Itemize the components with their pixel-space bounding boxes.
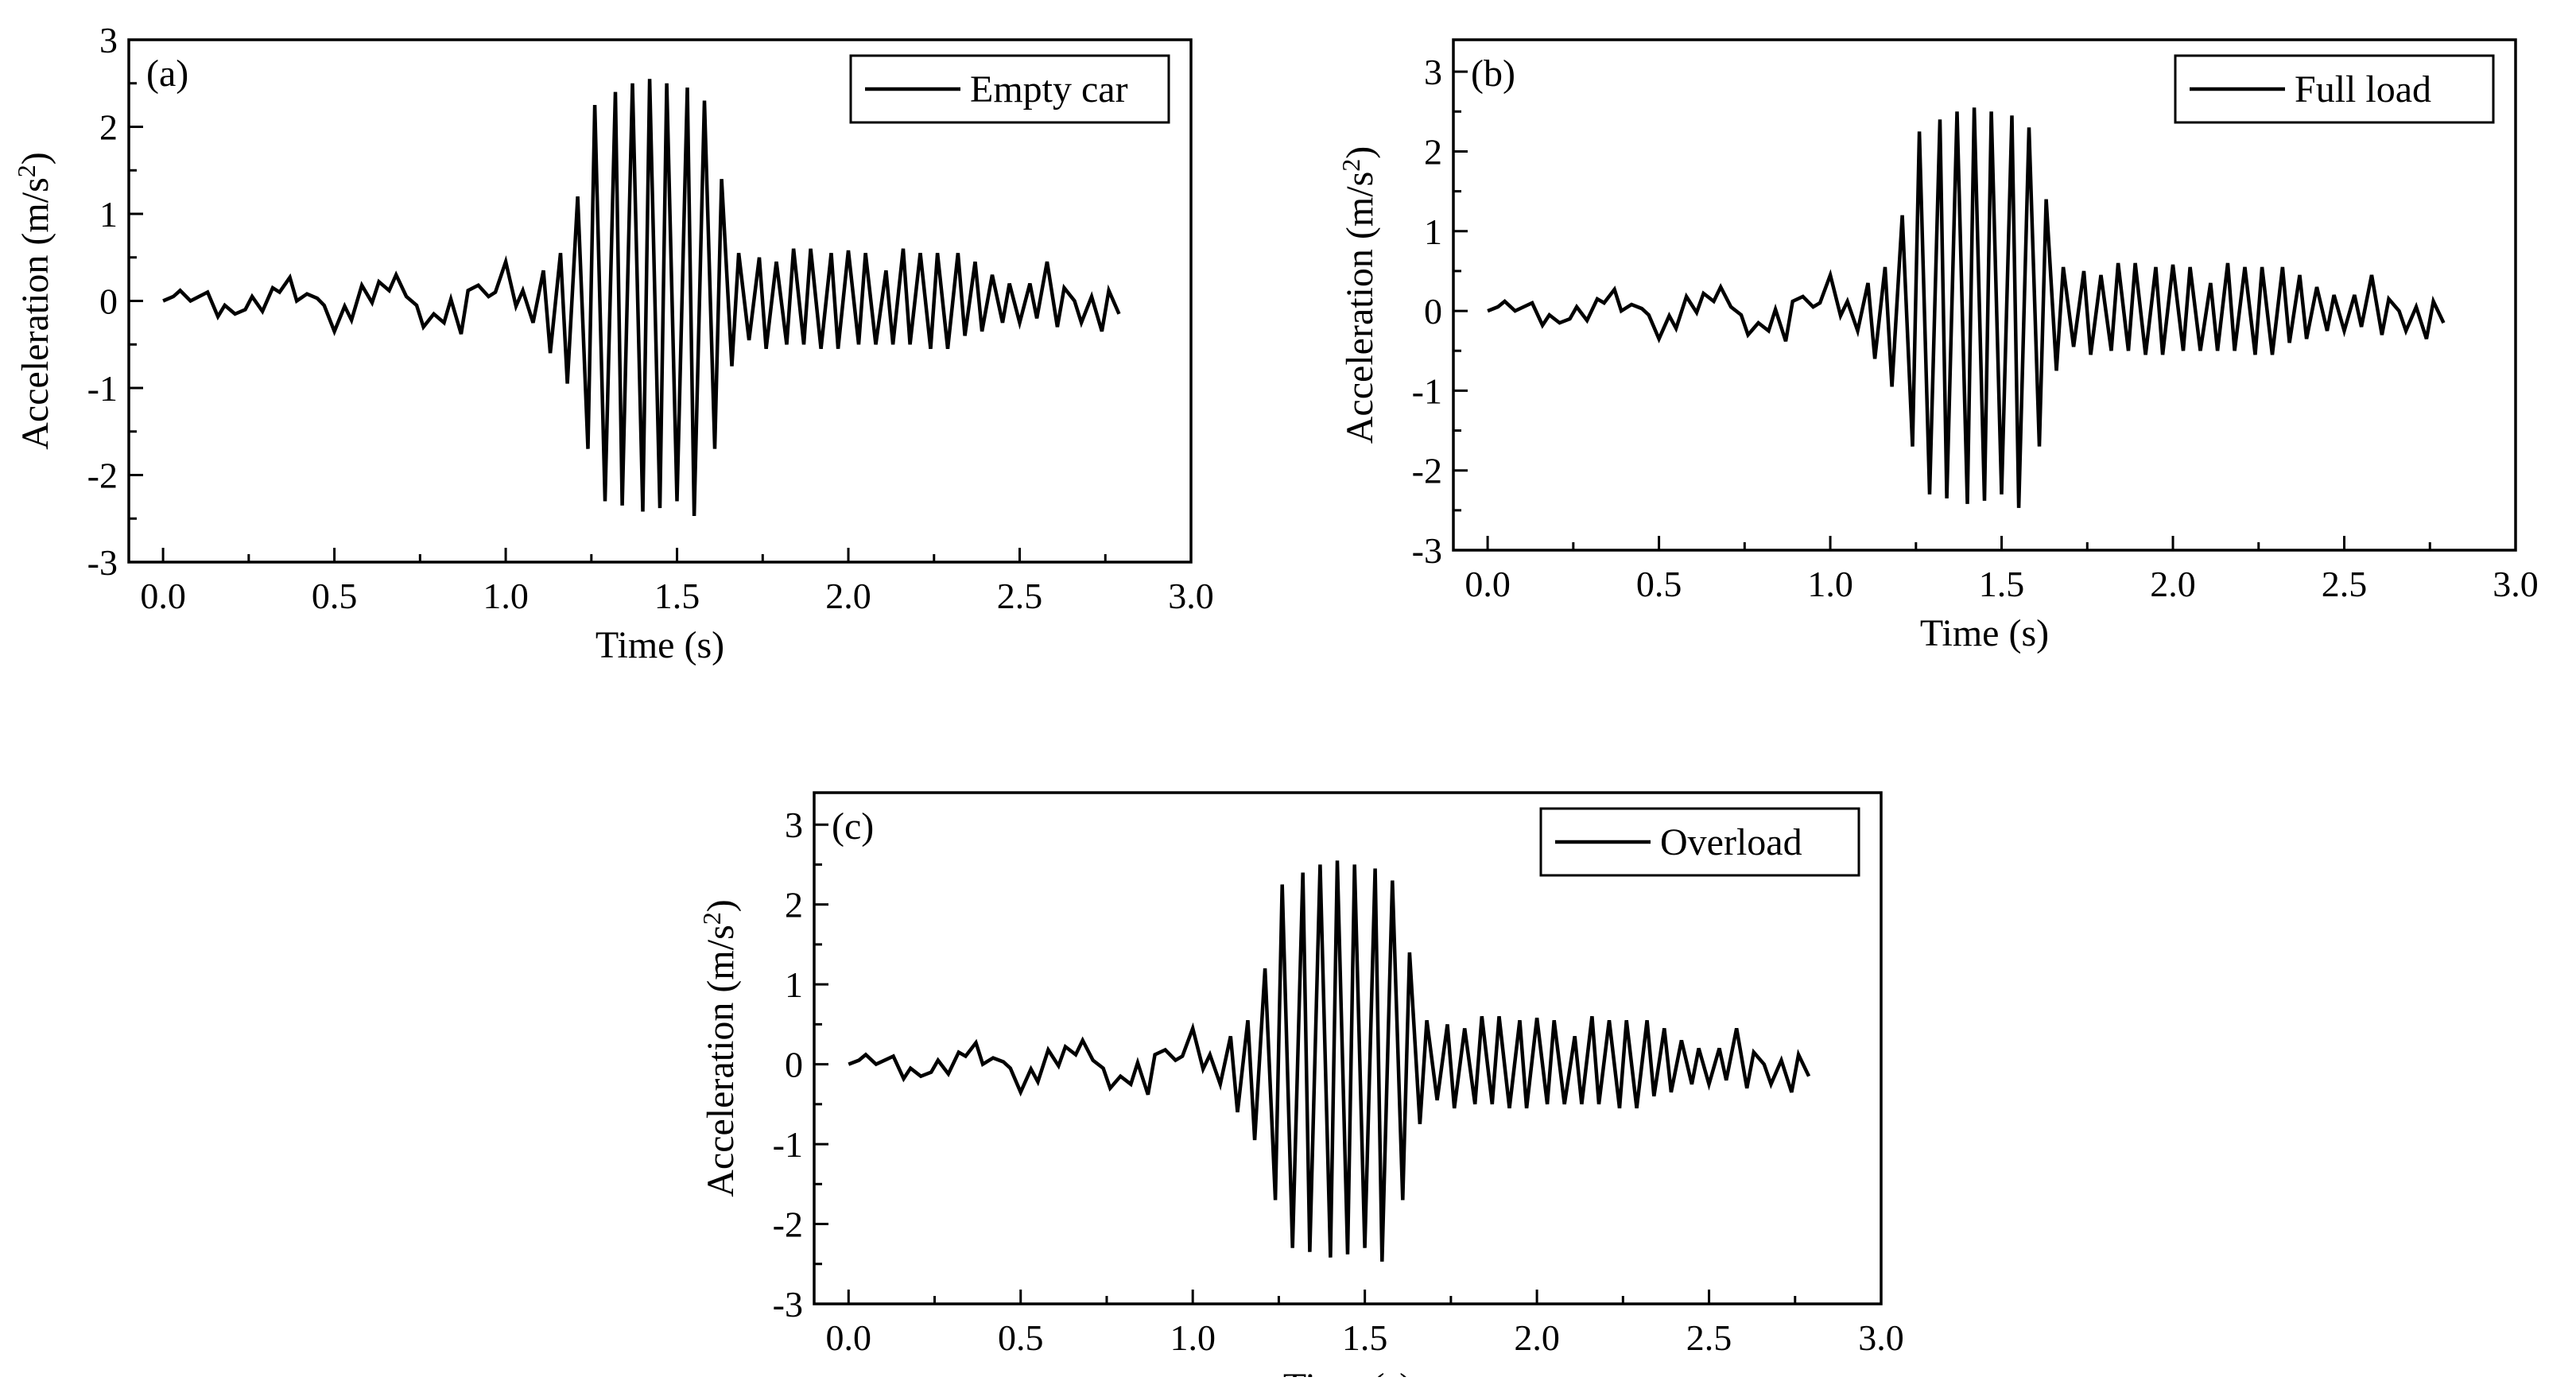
- legend-box: [849, 54, 1170, 124]
- x-tick-label: 2.0: [1514, 1317, 1560, 1358]
- y-tick-label: -3: [1412, 530, 1442, 571]
- y-tick-label: 3: [1424, 52, 1442, 92]
- x-axis-title: Time (s): [596, 624, 724, 666]
- x-tick-label: 2.5: [2322, 564, 2368, 604]
- x-tick-label: 2.0: [2150, 564, 2196, 604]
- panel-label: (b): [1471, 52, 1515, 95]
- y-tick-label: 1: [785, 964, 803, 1005]
- y-axis-title: Acceleration (m/s2): [1336, 146, 1381, 444]
- y-tick-label: 1: [99, 194, 118, 235]
- y-tick-label: -1: [87, 368, 118, 409]
- y-axis-title: Acceleration (m/s2): [12, 152, 56, 450]
- x-tick-label: 1.0: [483, 576, 529, 616]
- x-tick-label: 1.0: [1170, 1317, 1216, 1358]
- y-tick-label: -2: [1412, 451, 1442, 491]
- y-axis-title: Acceleration (m/s2): [697, 899, 742, 1197]
- x-tick-label: 0.5: [1636, 564, 1682, 604]
- y-tick-label: -1: [773, 1124, 803, 1165]
- y-tick-label: -2: [87, 456, 118, 496]
- series-line: [1487, 107, 2446, 508]
- x-tick-label: 1.0: [1807, 564, 1853, 604]
- x-axis-title: Time (s): [1283, 1366, 1412, 1377]
- y-tick-label: 1: [1424, 211, 1442, 252]
- x-tick-label: 1.5: [1342, 1317, 1388, 1358]
- legend: Full load: [2174, 54, 2495, 124]
- y-tick-label: 0: [99, 281, 118, 322]
- x-tick-label: 3.0: [2493, 564, 2539, 604]
- y-tick-label: -3: [773, 1284, 803, 1325]
- y-tick-label: 2: [99, 107, 118, 148]
- y-tick-label: 0: [1424, 291, 1442, 332]
- legend-label: Full load: [2295, 68, 2431, 111]
- y-tick-label: 3: [99, 20, 118, 60]
- legend-label: Overload: [1660, 821, 1802, 863]
- x-tick-label: 0.5: [312, 576, 358, 616]
- y-tick-label: -3: [87, 542, 118, 583]
- y-tick-label: 3: [785, 805, 803, 845]
- x-tick-label: 1.5: [1979, 564, 2025, 604]
- panel-label: (a): [146, 52, 188, 95]
- series-line: [848, 860, 1811, 1262]
- x-tick-label: 3.0: [1168, 576, 1214, 616]
- y-tick-label: 2: [1424, 131, 1442, 172]
- x-tick-label: 0.0: [140, 576, 186, 616]
- chart-panel-a: 0.0 0.5 1.0 1.5 2.0 2.5 3.0 -3 -2 -1 0 1 2 3 Time (s) A…: [12, 20, 1214, 666]
- x-tick-label: 0.0: [1465, 564, 1511, 604]
- y-tick-label: -1: [1412, 370, 1442, 411]
- plot-frame: [1452, 38, 2517, 552]
- panel-label: (c): [832, 805, 874, 848]
- x-tick-label: 0.0: [826, 1317, 872, 1358]
- y-tick-label: 0: [785, 1045, 803, 1085]
- chart-panel-b: 0.0 0.5 1.0 1.5 2.0 2.5 3.0 -3 -2 -1 0 1 2 3 Time (s) A…: [1336, 38, 2539, 654]
- plot-frame: [813, 791, 1883, 1305]
- x-tick-label: 2.5: [1686, 1317, 1732, 1358]
- legend: Empty car: [849, 54, 1170, 124]
- chart-panel-c: 0.0 0.5 1.0 1.5 2.0 2.5 3.0 -3 -2 -1 0 1 2 3 Time (s) A…: [697, 791, 1904, 1381]
- x-tick-label: 2.0: [825, 576, 871, 616]
- y-tick-label: -2: [773, 1204, 803, 1245]
- x-tick-label: 3.0: [1858, 1317, 1904, 1358]
- legend-label: Empty car: [970, 68, 1128, 111]
- legend: Overload: [1539, 807, 1860, 877]
- series-line: [162, 79, 1121, 517]
- y-tick-label: 2: [785, 885, 803, 925]
- x-tick-label: 2.5: [997, 576, 1043, 616]
- x-axis-title: Time (s): [1920, 612, 2049, 654]
- x-tick-label: 0.5: [998, 1317, 1044, 1358]
- x-tick-label: 1.5: [654, 576, 700, 616]
